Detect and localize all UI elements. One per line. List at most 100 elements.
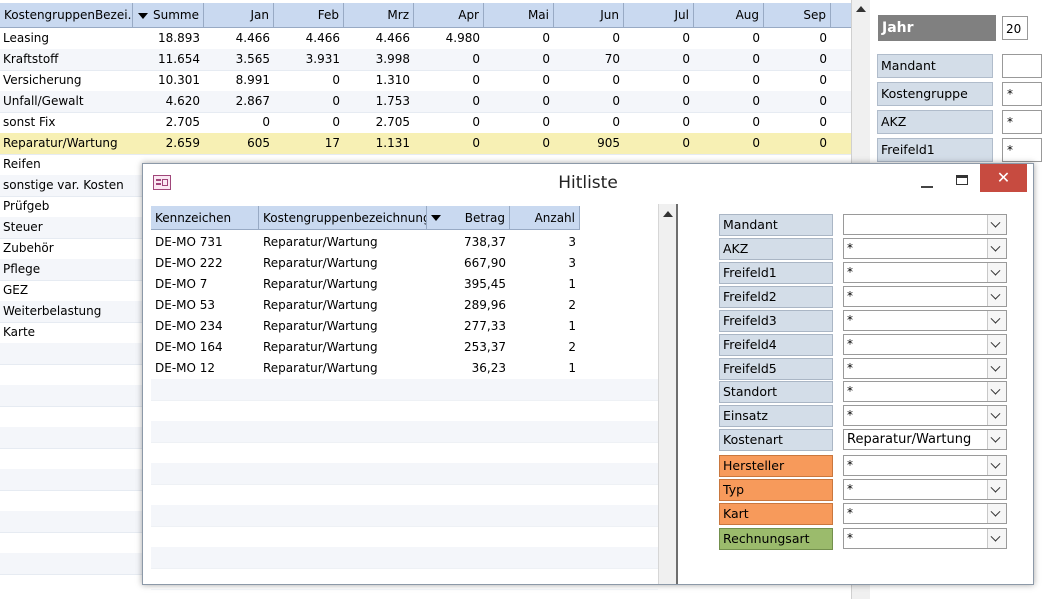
filter-select-freifeld2[interactable]: * xyxy=(843,286,1007,307)
cost-value-cell: 2.705 xyxy=(375,115,410,129)
chevron-down-icon[interactable] xyxy=(987,456,1006,475)
filter-select-kostenart[interactable]: Reparatur/Wartung xyxy=(843,429,1007,450)
filter-value: Reparatur/Wartung xyxy=(847,432,972,447)
minimize-button[interactable] xyxy=(913,172,941,194)
empty-row xyxy=(151,547,658,569)
dialog-titlebar[interactable]: Hitliste ✕ xyxy=(143,164,1033,202)
table-row[interactable]: Leasing 18.893 4.466 4.466 4.466 4.980 0 0 0 0 0 xyxy=(0,28,851,50)
cost-value-cell: 0 xyxy=(752,115,760,129)
list-item[interactable]: DE-MO 222 Reparatur/Wartung 667,90 3 xyxy=(151,253,658,274)
cost-value-cell: 0 xyxy=(612,94,620,108)
bg-filter-select[interactable]: * xyxy=(1002,110,1042,134)
cost-value-cell: 0 xyxy=(682,94,690,108)
filter-select-freifeld1[interactable]: * xyxy=(843,262,1007,283)
filter-value: * xyxy=(847,313,853,327)
hitliste-header: Kennzeichen Kostengruppenbezeichnung Bet… xyxy=(151,206,658,230)
bg-filter-select[interactable]: * xyxy=(1002,138,1042,162)
chevron-down-icon[interactable] xyxy=(987,529,1006,548)
table-row[interactable]: Reparatur/Wartung 2.659 605 17 1.131 0 0 905 0 0 0 xyxy=(0,133,851,155)
chevron-down-icon[interactable] xyxy=(987,480,1006,499)
list-item[interactable]: DE-MO 164 Reparatur/Wartung 253,37 2 xyxy=(151,337,658,358)
cost-value-cell: 2.659 xyxy=(165,136,200,150)
list-item[interactable]: DE-MO 7 Reparatur/Wartung 395,45 1 xyxy=(151,274,658,295)
table-row[interactable]: Versicherung 10.301 8.991 0 1.310 0 0 0 0 0 0 xyxy=(0,70,851,92)
table-row[interactable]: Kraftstoff 11.654 3.565 3.931 3.998 0 0 70 0 0 0 xyxy=(0,49,851,71)
filter-select-akz[interactable]: * xyxy=(843,238,1007,259)
filter-select-hersteller[interactable]: * xyxy=(843,455,1007,476)
chevron-down-icon[interactable] xyxy=(987,406,1006,425)
hitliste-scrollbar[interactable] xyxy=(658,204,677,584)
cost-value-cell: 0 xyxy=(682,136,690,150)
col-header-aug[interactable]: Aug xyxy=(694,3,764,27)
filter-select-freifeld4[interactable]: * xyxy=(843,334,1007,355)
bg-filter-select[interactable]: * xyxy=(1002,82,1042,106)
empty-row xyxy=(151,442,658,464)
betrag-cell: 289,96 xyxy=(464,298,506,312)
col-header-feb[interactable]: Feb xyxy=(274,3,344,27)
filter-select-rechnungsart[interactable]: * xyxy=(843,528,1007,549)
cost-value-cell: 1.310 xyxy=(375,73,410,87)
filter-label-freifeld1: Freifeld1 xyxy=(719,262,833,284)
col-header-jan[interactable]: Jan xyxy=(204,3,274,27)
close-button[interactable]: ✕ xyxy=(980,164,1027,192)
col-header-kostengruppenbezeichnung[interactable]: Kostengruppenbezeichnung xyxy=(259,206,427,230)
list-item[interactable]: DE-MO 731 Reparatur/Wartung 738,37 3 xyxy=(151,232,658,253)
filter-value: * xyxy=(847,458,853,472)
col-header-kennzeichen[interactable]: Kennzeichen xyxy=(151,206,259,230)
filter-select-standort[interactable]: * xyxy=(843,381,1007,402)
col-header-sep[interactable]: Sep xyxy=(764,3,831,27)
filter-select-einsatz[interactable]: * xyxy=(843,405,1007,426)
filter-select-freifeld5[interactable]: * xyxy=(843,358,1007,379)
cost-value-cell: 0 xyxy=(542,73,550,87)
cost-value-cell: 4.466 xyxy=(235,31,270,45)
filter-select-typ[interactable]: * xyxy=(843,479,1007,500)
chevron-down-icon[interactable] xyxy=(987,504,1006,523)
col-header-betrag[interactable]: Betrag xyxy=(427,206,510,230)
col-header-summe[interactable]: Summe xyxy=(133,3,204,27)
filter-select-kart[interactable]: * xyxy=(843,503,1007,524)
list-item[interactable]: DE-MO 12 Reparatur/Wartung 36,23 1 xyxy=(151,358,658,379)
col-header-mrz[interactable]: Mrz xyxy=(344,3,414,27)
table-row[interactable]: sonst Fix 2.705 0 0 2.705 0 0 0 0 0 0 xyxy=(0,112,851,134)
cost-value-cell: 4.466 xyxy=(375,31,410,45)
filter-select-mandant[interactable] xyxy=(843,214,1007,235)
col-header-jun[interactable]: Jun xyxy=(554,3,624,27)
cost-group-name: Steuer xyxy=(3,220,43,234)
scroll-up-icon[interactable] xyxy=(663,211,673,217)
anzahl-cell: 1 xyxy=(568,277,576,291)
cost-grid-header: KostengruppenBezei... Summe Jan Feb Mrz … xyxy=(0,3,851,28)
close-icon: ✕ xyxy=(996,168,1011,187)
filter-select-freifeld3[interactable]: * xyxy=(843,310,1007,331)
cost-value-cell: 0 xyxy=(612,31,620,45)
chevron-down-icon[interactable] xyxy=(987,311,1006,330)
chevron-down-icon[interactable] xyxy=(987,287,1006,306)
cost-value-cell: 3.565 xyxy=(235,52,270,66)
list-item[interactable]: DE-MO 234 Reparatur/Wartung 277,33 1 xyxy=(151,316,658,337)
betrag-cell: 253,37 xyxy=(464,340,506,354)
filter-value: * xyxy=(847,361,853,375)
table-row[interactable]: Unfall/Gewalt 4.620 2.867 0 1.753 0 0 0 0 0 0 xyxy=(0,91,851,113)
col-header-mai[interactable]: Mai xyxy=(484,3,554,27)
cost-group-name: Pflege xyxy=(3,262,41,276)
cost-value-cell: 0 xyxy=(542,136,550,150)
filter-label-hersteller: Hersteller xyxy=(719,455,833,477)
chevron-down-icon[interactable] xyxy=(987,263,1006,282)
col-header-apr[interactable]: Apr xyxy=(414,3,484,27)
kennzeichen-cell: DE-MO 12 xyxy=(155,361,216,375)
col-header-kostengruppe[interactable]: KostengruppenBezei... xyxy=(0,3,133,27)
col-header-anzahl[interactable]: Anzahl xyxy=(510,206,580,230)
jahr-input[interactable]: 20 xyxy=(1002,16,1028,40)
col-header-jul[interactable]: Jul xyxy=(624,3,694,27)
scroll-up-icon[interactable] xyxy=(856,6,866,12)
chevron-down-icon[interactable] xyxy=(987,382,1006,401)
chevron-down-icon[interactable] xyxy=(987,335,1006,354)
chevron-down-icon[interactable] xyxy=(987,239,1006,258)
cost-value-cell: 0 xyxy=(472,115,480,129)
cost-value-cell: 0 xyxy=(752,52,760,66)
list-item[interactable]: DE-MO 53 Reparatur/Wartung 289,96 2 xyxy=(151,295,658,316)
bg-filter-select[interactable] xyxy=(1002,54,1042,78)
maximize-button[interactable] xyxy=(948,172,976,194)
chevron-down-icon[interactable] xyxy=(987,359,1006,378)
chevron-down-icon[interactable] xyxy=(987,215,1006,234)
chevron-down-icon[interactable] xyxy=(987,430,1006,449)
